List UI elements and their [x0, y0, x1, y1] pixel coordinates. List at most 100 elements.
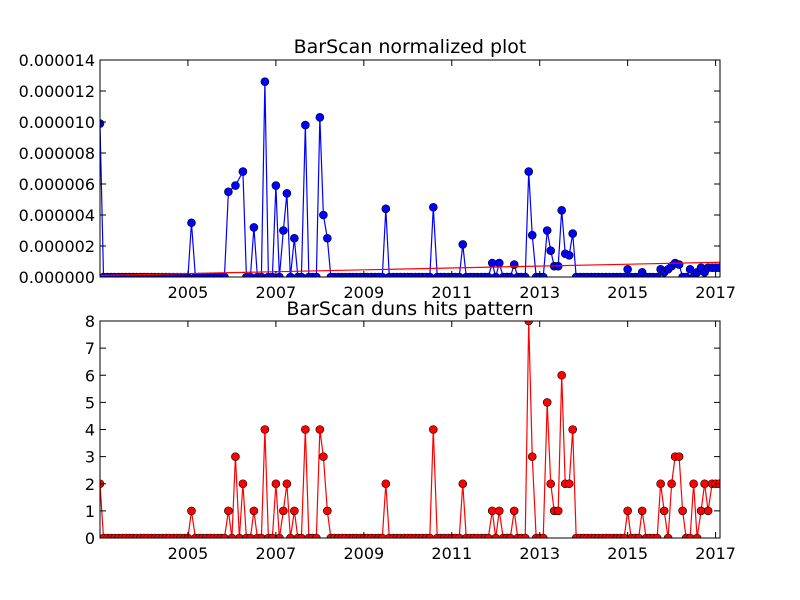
- y-tick-label: 3: [85, 448, 95, 467]
- y-tick-label: 0.000006: [19, 175, 95, 194]
- y-tick-label: 0.000008: [19, 144, 95, 163]
- data-point: [249, 223, 259, 232]
- data-point: [689, 479, 698, 489]
- data-point: [268, 272, 277, 277]
- data-point: [494, 506, 504, 516]
- data-point: [279, 506, 288, 516]
- data-point: [542, 226, 552, 235]
- data-point: [520, 272, 530, 277]
- data-point: [557, 370, 567, 380]
- data-point: [568, 425, 578, 434]
- data-point: [685, 264, 695, 274]
- y-tick-label: 0: [85, 529, 95, 548]
- data-point: [297, 272, 306, 277]
- y-tick-label: 1: [85, 502, 95, 521]
- y-tick-label: 0.000000: [19, 268, 95, 287]
- data-point: [491, 533, 501, 538]
- data-point: [659, 506, 669, 516]
- data-point: [524, 321, 534, 326]
- data-point: [509, 506, 519, 516]
- data-point: [637, 506, 647, 516]
- data-point: [187, 506, 196, 516]
- data-point: [323, 233, 332, 243]
- data-point: [319, 210, 328, 220]
- data-point: [312, 272, 321, 277]
- x-tick-label: 2015: [607, 283, 648, 302]
- data-point: [546, 479, 556, 489]
- data-point: [524, 167, 534, 176]
- data-point: [315, 425, 325, 434]
- series-1: [100, 261, 720, 277]
- data-point: [619, 272, 629, 277]
- data-point: [454, 533, 464, 538]
- y-tick-label: 6: [85, 366, 95, 385]
- data-point: [703, 506, 713, 516]
- data-point: [227, 533, 237, 538]
- y-tick-label: 0.000014: [19, 51, 95, 70]
- data-point: [246, 533, 255, 538]
- y-tick-label: 8: [85, 312, 95, 331]
- x-tick-label: 2005: [168, 283, 209, 302]
- data-point: [301, 425, 310, 434]
- y-tick-label: 5: [85, 393, 95, 412]
- y-tick-label: 0.000002: [19, 237, 95, 256]
- data-point: [483, 272, 493, 277]
- data-point: [257, 272, 266, 277]
- data-point: [527, 452, 537, 461]
- data-point: [527, 230, 537, 240]
- data-point: [378, 533, 387, 538]
- normalized-plot-panel: BarScan normalized plot 2005 2007 2009 2011…: [19, 36, 736, 302]
- data-point: [714, 263, 720, 272]
- x-tick-label: 2013: [519, 283, 560, 302]
- data-point: [275, 533, 284, 538]
- data-point: [268, 533, 277, 538]
- data-point: [290, 233, 299, 243]
- data-point: [260, 77, 270, 86]
- data-point: [260, 425, 270, 434]
- y-tick-label: 0.000010: [19, 113, 95, 132]
- data-point: [491, 272, 501, 277]
- normalized-plot-axes-frame: [99, 59, 721, 278]
- duns-hits-ticks: 2005 2007 2009 2011 2013 2015 2017 0 1 2 3 4 5 6 7 8: [85, 312, 736, 563]
- data-point: [238, 479, 248, 489]
- duns-hits-panel: BarScan duns hits pattern 2005 2007 2009 20…: [85, 298, 736, 563]
- x-tick-label: 2007: [256, 544, 297, 563]
- data-point: [238, 167, 248, 176]
- x-tick-label: 2007: [256, 283, 297, 302]
- data-point: [286, 533, 295, 538]
- data-point: [279, 226, 288, 235]
- x-tick-label: 2009: [343, 283, 384, 302]
- data-point: [246, 272, 255, 277]
- data-point: [249, 506, 259, 516]
- data-point: [505, 533, 515, 538]
- data-point: [623, 506, 632, 516]
- data-point: [652, 272, 662, 277]
- data-point: [224, 506, 233, 516]
- x-tick-label: 2011: [431, 544, 472, 563]
- data-point: [220, 533, 229, 538]
- data-point: [458, 240, 468, 249]
- x-tick-label: 2005: [168, 544, 209, 563]
- data-point: [542, 398, 552, 407]
- series-1-line: [100, 261, 720, 277]
- data-point: [564, 479, 574, 489]
- x-tick-label: 2015: [607, 544, 648, 563]
- x-tick-label: 2011: [431, 283, 472, 302]
- duns-hits-plot-area: [100, 321, 720, 538]
- data-point: [656, 479, 665, 489]
- data-point: [235, 533, 244, 538]
- data-point: [187, 218, 196, 228]
- data-point: [458, 479, 468, 489]
- data-point: [520, 533, 530, 538]
- data-point: [663, 533, 673, 538]
- data-point: [257, 533, 266, 538]
- data-point: [505, 272, 515, 277]
- data-point: [275, 272, 284, 277]
- data-point: [483, 533, 493, 538]
- data-point: [282, 189, 292, 198]
- data-point: [290, 506, 299, 516]
- data-point: [546, 246, 556, 255]
- data-point: [568, 229, 578, 238]
